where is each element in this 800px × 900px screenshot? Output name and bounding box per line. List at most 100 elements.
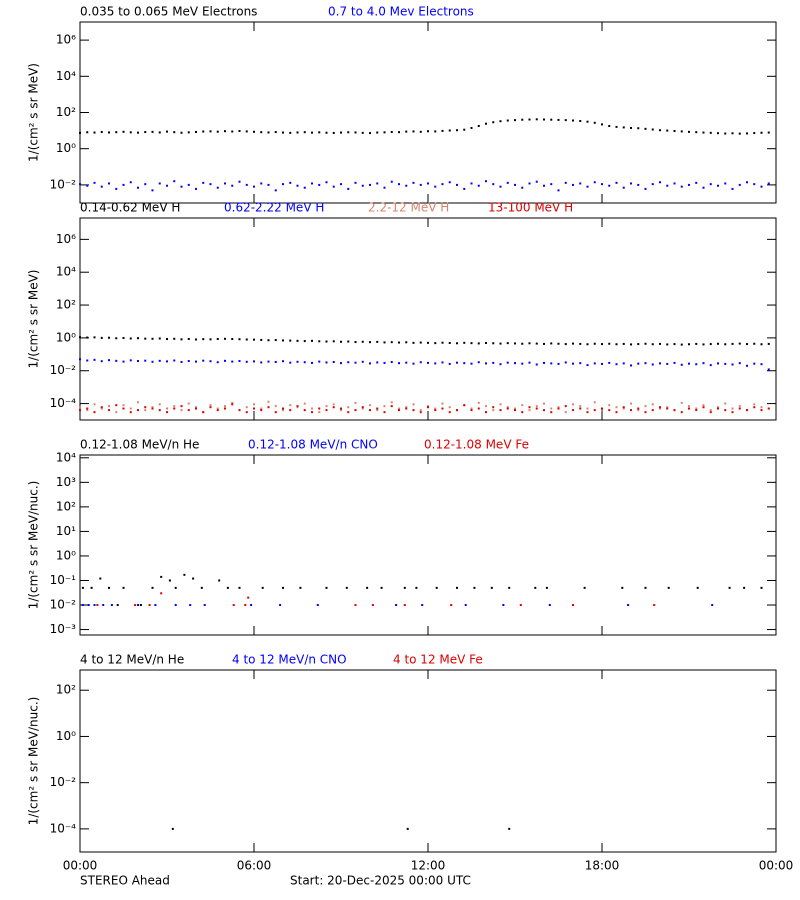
data-point bbox=[564, 119, 567, 122]
data-point bbox=[166, 184, 168, 187]
data-point bbox=[441, 129, 444, 132]
data-point bbox=[340, 407, 342, 410]
data-point bbox=[347, 187, 350, 190]
data-point bbox=[303, 361, 306, 364]
data-point bbox=[521, 186, 524, 189]
data-point bbox=[238, 130, 241, 133]
data-point bbox=[282, 183, 284, 186]
data-point bbox=[731, 132, 734, 135]
data-point bbox=[216, 337, 219, 340]
data-point bbox=[79, 409, 81, 412]
data-point bbox=[746, 364, 748, 367]
data-point bbox=[325, 181, 328, 184]
data-point bbox=[166, 130, 168, 133]
data-point bbox=[122, 130, 125, 133]
data-point bbox=[717, 407, 719, 410]
data-point bbox=[412, 181, 415, 184]
data-point bbox=[347, 411, 350, 414]
data-point bbox=[724, 409, 727, 412]
data-point bbox=[245, 406, 248, 409]
data-point bbox=[216, 130, 219, 133]
data-point bbox=[601, 407, 603, 410]
data-point bbox=[470, 126, 473, 129]
legend-entry: 2.2-12 MeV H bbox=[368, 201, 449, 215]
data-point bbox=[696, 586, 699, 589]
data-point bbox=[492, 406, 495, 409]
data-point bbox=[427, 182, 429, 185]
data-point bbox=[586, 185, 589, 188]
data-point bbox=[519, 604, 522, 607]
data-point bbox=[421, 604, 424, 607]
data-point bbox=[760, 343, 763, 346]
y-tick-label: 10⁻³ bbox=[50, 622, 77, 636]
data-point bbox=[586, 411, 589, 414]
y-axis-label: 1/(cm² s sr MeV/nuc.) bbox=[27, 481, 41, 610]
data-point bbox=[680, 401, 683, 404]
data-point bbox=[572, 409, 574, 412]
data-point bbox=[129, 131, 132, 134]
data-point bbox=[695, 363, 698, 366]
data-point bbox=[550, 342, 553, 345]
data-point bbox=[644, 411, 647, 414]
y-tick-label: 10⁻² bbox=[50, 775, 77, 789]
data-point bbox=[485, 180, 487, 183]
data-point bbox=[245, 338, 248, 341]
data-point bbox=[485, 411, 487, 414]
data-point bbox=[137, 409, 139, 412]
data-point bbox=[434, 362, 437, 365]
data-point bbox=[477, 401, 480, 404]
data-point bbox=[579, 342, 582, 345]
data-point bbox=[93, 131, 96, 134]
data-point bbox=[622, 126, 625, 129]
data-point bbox=[129, 407, 132, 410]
data-point bbox=[325, 131, 328, 134]
data-point bbox=[354, 181, 357, 184]
data-point bbox=[506, 361, 509, 364]
data-point bbox=[506, 119, 509, 122]
data-point bbox=[151, 189, 154, 192]
data-point bbox=[485, 341, 487, 344]
data-point bbox=[717, 132, 719, 135]
data-point bbox=[195, 338, 197, 341]
data-point bbox=[318, 360, 321, 363]
data-point bbox=[731, 342, 734, 345]
data-point bbox=[673, 361, 676, 364]
data-point bbox=[209, 130, 212, 133]
data-point bbox=[477, 124, 480, 127]
data-point bbox=[340, 340, 342, 343]
data-point bbox=[86, 359, 89, 362]
data-point bbox=[572, 183, 574, 186]
data-point bbox=[100, 130, 103, 133]
data-point bbox=[282, 586, 284, 589]
data-point bbox=[137, 186, 139, 189]
data-point bbox=[731, 411, 734, 414]
data-point bbox=[158, 409, 161, 412]
data-point bbox=[245, 183, 248, 186]
data-point bbox=[376, 182, 379, 185]
data-point bbox=[738, 183, 741, 186]
data-point bbox=[224, 182, 226, 185]
data-point bbox=[564, 411, 567, 414]
data-point bbox=[174, 604, 177, 607]
data-point bbox=[390, 405, 393, 408]
data-point bbox=[160, 575, 163, 578]
data-point bbox=[166, 407, 168, 410]
data-point bbox=[289, 361, 292, 364]
data-point bbox=[260, 338, 263, 341]
data-point bbox=[195, 407, 197, 410]
data-point bbox=[340, 183, 342, 186]
data-point bbox=[506, 406, 509, 409]
data-point bbox=[441, 407, 444, 410]
data-point bbox=[572, 362, 574, 365]
data-point bbox=[521, 342, 524, 345]
data-point bbox=[202, 130, 205, 133]
data-point bbox=[621, 586, 624, 589]
data-point bbox=[753, 342, 756, 345]
data-point bbox=[160, 592, 163, 595]
data-point bbox=[434, 130, 437, 133]
y-axis-label: 1/(cm² s sr MeV/nuc.) bbox=[27, 697, 41, 826]
data-point bbox=[245, 360, 248, 363]
plot-frame bbox=[79, 669, 777, 853]
data-point bbox=[499, 409, 502, 412]
data-point bbox=[651, 343, 654, 346]
